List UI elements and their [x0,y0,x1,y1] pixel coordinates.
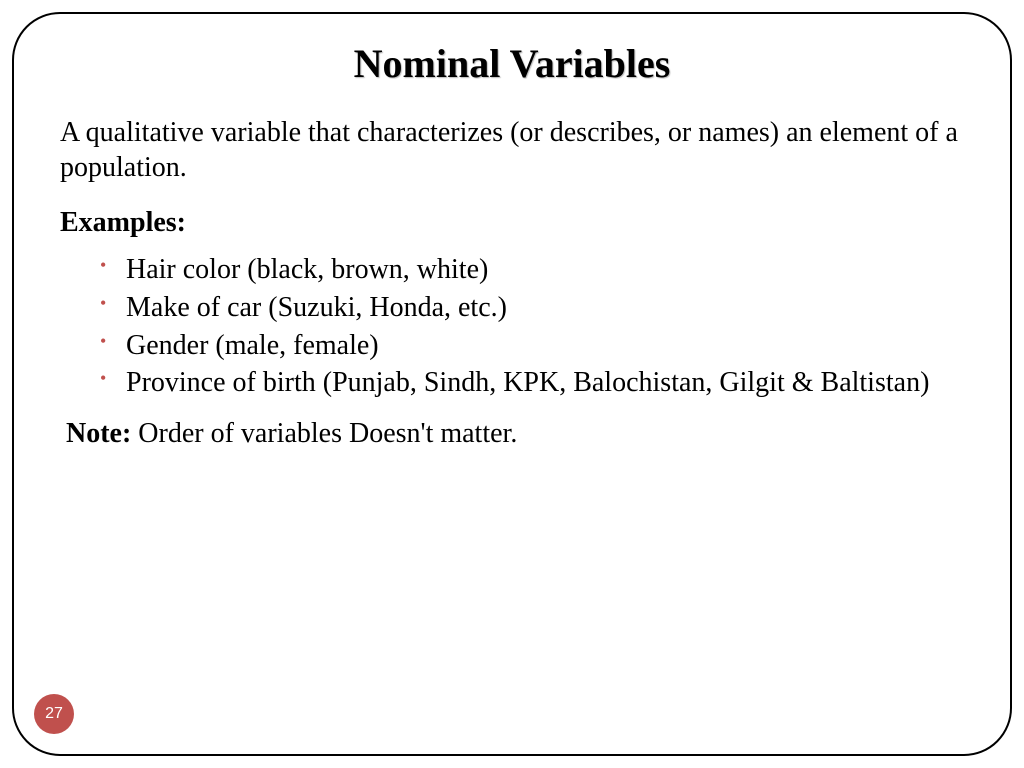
list-item: Province of birth (Punjab, Sindh, KPK, B… [122,364,964,402]
slide-title: Nominal Variables [60,40,964,87]
note-text: Note: Order of variables Doesn't matter. [60,418,964,450]
list-item: Hair color (black, brown, white) [122,251,964,289]
note-label: Note: [66,418,131,449]
list-item: Make of car (Suzuki, Honda, etc.) [122,289,964,327]
definition-text: A qualitative variable that characterize… [60,115,964,185]
page-number: 27 [45,705,63,723]
examples-label: Examples: [60,207,964,239]
page-number-badge: 27 [34,694,74,734]
list-item: Gender (male, female) [122,327,964,365]
note-body: Order of variables Doesn't matter. [131,418,517,449]
slide-content: Nominal Variables A qualitative variable… [60,40,964,450]
examples-list: Hair color (black, brown, white) Make of… [60,251,964,402]
